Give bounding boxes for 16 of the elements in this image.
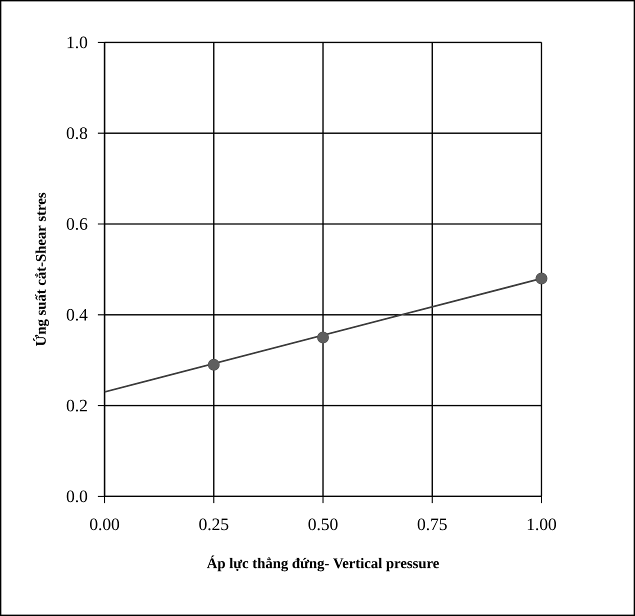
x-tick-label: 0.00 <box>90 518 120 530</box>
y-axis-title: Ứng suất cắt-Shear stres <box>33 192 49 346</box>
point <box>208 358 220 371</box>
x-tick-label: 0.25 <box>199 518 228 530</box>
y-tick-label: 0.0 <box>66 490 88 502</box>
y-tick-label: 1.0 <box>68 36 88 48</box>
x-tick-label: 1.00 <box>528 518 556 530</box>
x-tick-label: 0.50 <box>308 518 338 530</box>
x-tick-label: 0.75 <box>418 518 447 530</box>
y-tick-label: 0.8 <box>66 127 88 140</box>
point <box>536 272 548 284</box>
y-tick-label: 0.6 <box>66 218 88 230</box>
x-axis-title: Áp lực thẳng đứng- Vertical pressure <box>206 556 439 572</box>
y-tick-label: 0.2 <box>66 400 87 412</box>
y-tick-label: 0.4 <box>66 308 88 321</box>
point <box>317 332 329 344</box>
